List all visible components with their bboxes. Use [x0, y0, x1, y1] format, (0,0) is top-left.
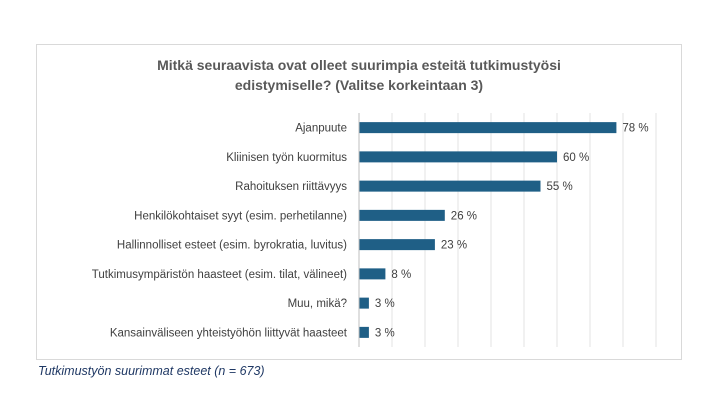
data-label: 60 %	[563, 152, 589, 164]
chart-title-line-1: Mitkä seuraavista ovat olleet suurimpia …	[157, 57, 561, 73]
bar	[359, 268, 386, 280]
category-label: Tutkimusympäristön haasteet (esim. tilat…	[92, 269, 347, 281]
bar	[359, 209, 445, 221]
chart-title-line-2: edistymiselle? (Valitse korkeintaan 3)	[234, 77, 484, 93]
data-label: 8 %	[391, 269, 411, 281]
category-label: Ajanpuute	[295, 123, 347, 135]
data-label: 3 %	[375, 298, 395, 310]
chart-caption: Tutkimustyön suurimmat esteet (n = 673)	[38, 364, 265, 378]
bar-chart-plot: Ajanpuute 78 % Kliinisen työn kuormitus 60 …	[92, 113, 657, 347]
data-label: 55 %	[547, 181, 573, 193]
category-label: Kliinisen työn kuormitus	[226, 152, 347, 164]
chart-frame: Mitkä seuraavista ovat olleet suurimpia …	[36, 44, 682, 360]
data-label: 78 %	[622, 123, 648, 135]
category-label: Kansainväliseen yhteistyöhön liittyvät h…	[110, 327, 348, 339]
category-label: Henkilökohtaiset syyt (esim. perhetilann…	[134, 210, 347, 222]
bar	[359, 239, 435, 251]
bar	[359, 297, 369, 309]
bar	[359, 326, 369, 338]
data-label: 23 %	[441, 240, 467, 252]
chart-title: Mitkä seuraavista ovat olleet suurimpia …	[37, 55, 681, 95]
category-label: Muu, mikä?	[288, 298, 347, 310]
bar	[359, 180, 541, 192]
category-label: Hallinnolliset esteet (esim. byrokratia,…	[117, 240, 347, 252]
data-label: 3 %	[375, 327, 395, 339]
bar	[359, 122, 617, 134]
bar	[359, 151, 557, 163]
category-label: Rahoituksen riittävyys	[235, 181, 347, 193]
data-label: 26 %	[451, 210, 477, 222]
